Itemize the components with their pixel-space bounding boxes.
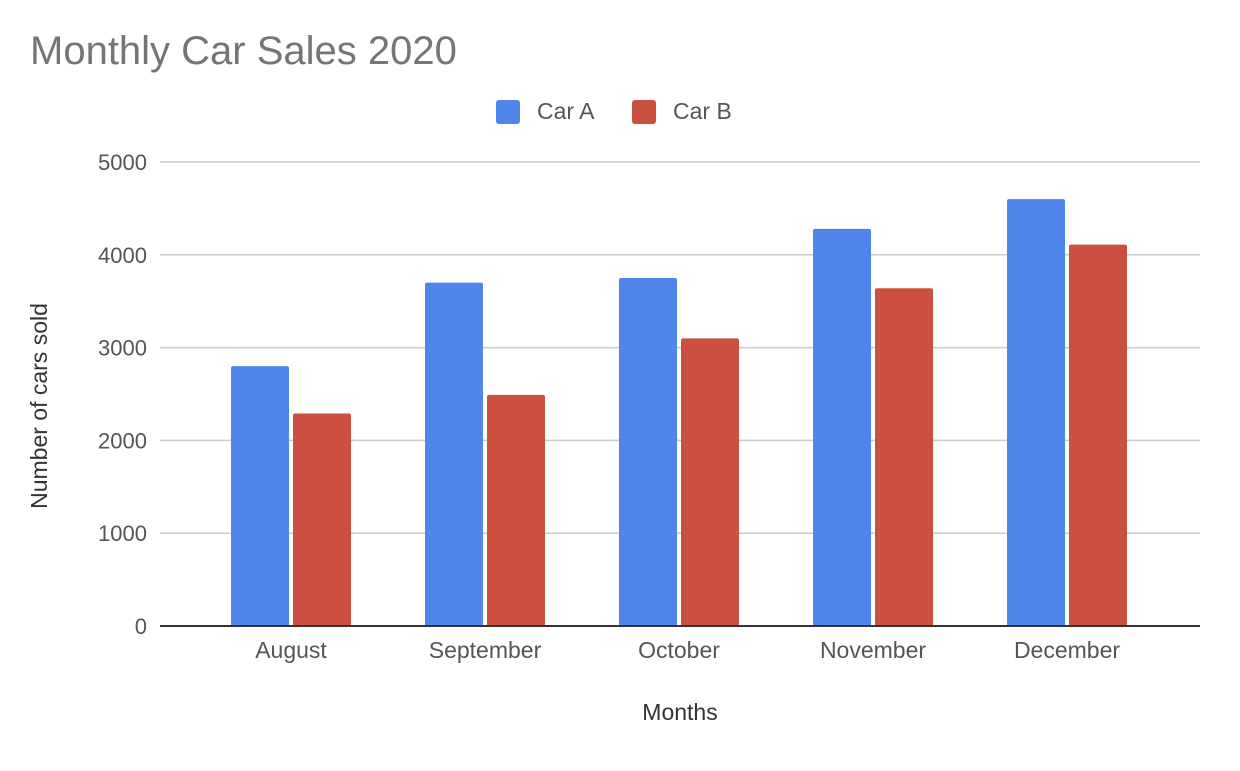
bars [231, 199, 1127, 627]
y-axis-label: Number of cars sold [26, 303, 52, 509]
x-axis-tick-labels: August September October November December [255, 637, 1120, 663]
y-tick-label: 0 [135, 614, 147, 639]
bar-car-b-december [1069, 244, 1127, 627]
legend-swatch-car-b [632, 100, 656, 124]
legend: Car A Car B [496, 98, 732, 124]
y-tick-label: 2000 [98, 428, 147, 453]
legend-swatch-car-a [496, 100, 520, 124]
y-tick-label: 5000 [98, 150, 147, 175]
y-tick-label: 3000 [98, 336, 147, 361]
bar-car-a-december [1007, 199, 1065, 626]
bar-car-a-august [231, 366, 289, 626]
y-tick-label: 1000 [98, 521, 147, 546]
bar-car-a-october [619, 278, 677, 626]
x-tick-label-august: August [255, 637, 327, 663]
legend-label-car-a: Car A [537, 98, 595, 124]
x-tick-label-november: November [820, 637, 926, 663]
bar-car-b-august [293, 413, 351, 626]
bar-car-b-october [681, 338, 739, 626]
x-tick-label-october: October [638, 637, 720, 663]
bar-car-a-november [813, 228, 871, 627]
bar-car-b-november [875, 288, 933, 626]
y-tick-label: 4000 [98, 243, 147, 268]
chart-title: Monthly Car Sales 2020 [30, 29, 457, 73]
x-tick-label-september: September [429, 637, 542, 663]
bar-car-a-september [425, 282, 483, 626]
bar-car-b-september [487, 394, 545, 626]
x-tick-label-december: December [1014, 637, 1120, 663]
legend-label-car-b: Car B [673, 98, 732, 124]
x-axis-label: Months [642, 699, 717, 725]
y-axis-tick-labels: 0 1000 2000 3000 4000 5000 [98, 150, 147, 639]
